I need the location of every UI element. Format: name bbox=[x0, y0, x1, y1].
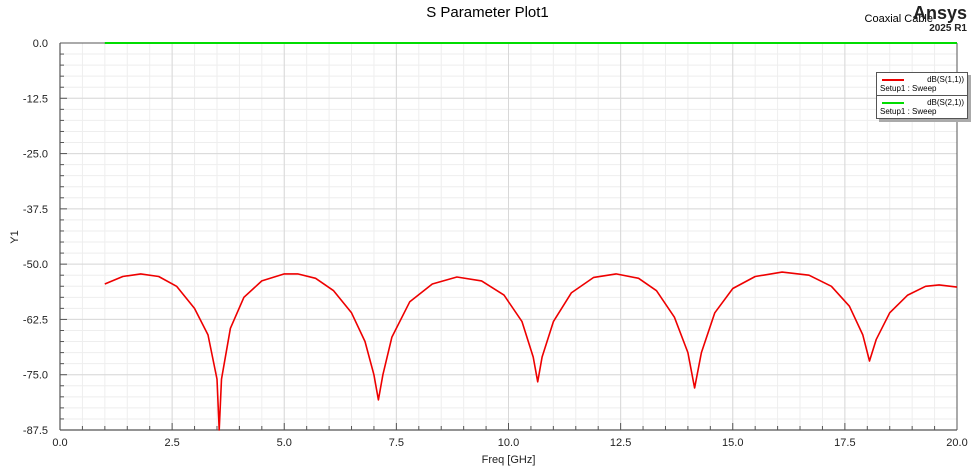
x-tick-label: 5.0 bbox=[277, 437, 292, 449]
plot-title: S Parameter Plot1 bbox=[426, 4, 549, 21]
legend-setup-name: Setup1 : Sweep bbox=[880, 84, 937, 93]
y-tick-label: -12.5 bbox=[23, 93, 48, 105]
x-axis-label: Freq [GHz] bbox=[482, 454, 536, 466]
legend-entry-s11[interactable]: dB(S(1,1)) Setup1 : Sweep bbox=[877, 73, 967, 96]
legend-trace-name: dB(S(2,1)) bbox=[927, 98, 964, 107]
legend-entry-s21[interactable]: dB(S(2,1)) Setup1 : Sweep bbox=[877, 96, 967, 118]
y-tick-label: -62.5 bbox=[23, 314, 48, 326]
legend-swatch-s21 bbox=[882, 101, 904, 104]
y-tick-label: -37.5 bbox=[23, 204, 48, 216]
x-tick-label: 0.0 bbox=[52, 437, 67, 449]
y-tick-label: -50.0 bbox=[23, 259, 48, 271]
legend[interactable]: dB(S(1,1)) Setup1 : Sweep dB(S(2,1)) Set… bbox=[876, 72, 968, 119]
legend-trace-name: dB(S(1,1)) bbox=[927, 75, 964, 84]
y-tick-label: -75.0 bbox=[23, 370, 48, 382]
y-axis-label: Y1 bbox=[9, 230, 21, 243]
x-tick-label: 7.5 bbox=[389, 437, 404, 449]
brand-logo: Ansys bbox=[912, 3, 967, 23]
x-tick-label: 15.0 bbox=[722, 437, 743, 449]
y-tick-label: -87.5 bbox=[23, 425, 48, 437]
y-tick-label: 0.0 bbox=[33, 38, 48, 50]
design-name: Coaxial Cable bbox=[864, 13, 933, 25]
x-tick-label: 10.0 bbox=[498, 437, 519, 449]
x-tick-label: 17.5 bbox=[834, 437, 855, 449]
version-label: 2025 R1 bbox=[929, 23, 967, 34]
y-tick-label: -25.0 bbox=[23, 149, 48, 161]
x-tick-label: 12.5 bbox=[610, 437, 631, 449]
trace-s11[interactable] bbox=[104, 271, 958, 431]
x-tick-label: 2.5 bbox=[164, 437, 179, 449]
x-tick-label: 20.0 bbox=[946, 437, 967, 449]
legend-swatch-s11 bbox=[882, 78, 904, 81]
legend-setup-name: Setup1 : Sweep bbox=[880, 107, 937, 116]
